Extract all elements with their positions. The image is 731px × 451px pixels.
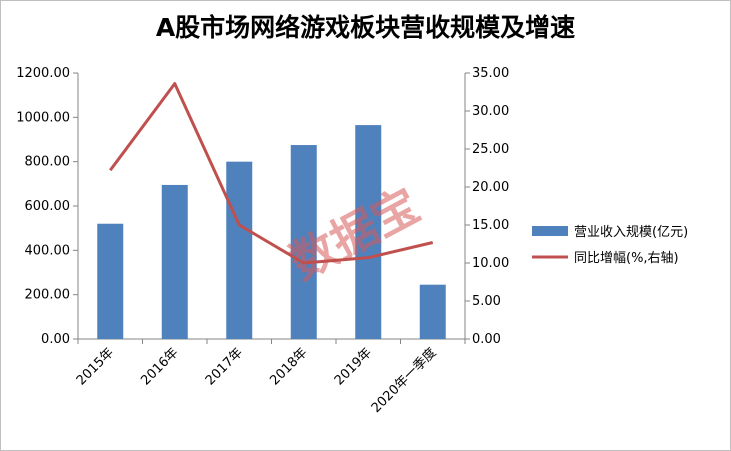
y-right-tick-label: 15.00: [472, 218, 509, 233]
x-tick-label: 2020年一季度: [368, 345, 439, 416]
legend-bar-label: 营业收入规模(亿元): [574, 225, 688, 240]
legend-bar-swatch: [532, 226, 568, 236]
y-right-tick-label: 25.00: [472, 142, 509, 157]
bar: [419, 284, 446, 339]
bar: [97, 223, 124, 339]
x-tick-label: 2017年: [203, 345, 246, 388]
x-tick-label: 2016年: [138, 345, 181, 388]
y-left-tick-label: 1000.00: [16, 110, 70, 125]
y-left-tick-label: 600.00: [25, 199, 71, 214]
y-left-tick-label: 400.00: [25, 243, 71, 258]
chart-title: A股市场网络游戏板块营收规模及增速: [155, 13, 576, 42]
bar: [355, 125, 382, 339]
y-left-tick-label: 0.00: [41, 332, 70, 347]
y-right-tick-label: 0.00: [472, 332, 501, 347]
x-tick-label: 2015年: [74, 345, 117, 388]
x-tick-label: 2019年: [332, 345, 375, 388]
bar: [290, 145, 317, 339]
bar: [226, 161, 253, 339]
y-right-tick-label: 10.00: [472, 256, 509, 271]
y-left-tick-label: 200.00: [25, 288, 71, 303]
y-right-tick-label: 20.00: [472, 180, 509, 195]
y-right-tick-label: 5.00: [472, 294, 501, 309]
y-right-tick-label: 35.00: [472, 66, 509, 81]
x-tick-label: 2018年: [267, 345, 310, 388]
line-series: [109, 82, 434, 265]
bar: [161, 184, 188, 339]
legend-line-label: 同比增幅(%,右轴): [574, 251, 679, 266]
y-right-tick-label: 30.00: [472, 104, 509, 119]
y-left-tick-label: 800.00: [25, 155, 71, 170]
y-left-tick-label: 1200.00: [16, 66, 70, 81]
